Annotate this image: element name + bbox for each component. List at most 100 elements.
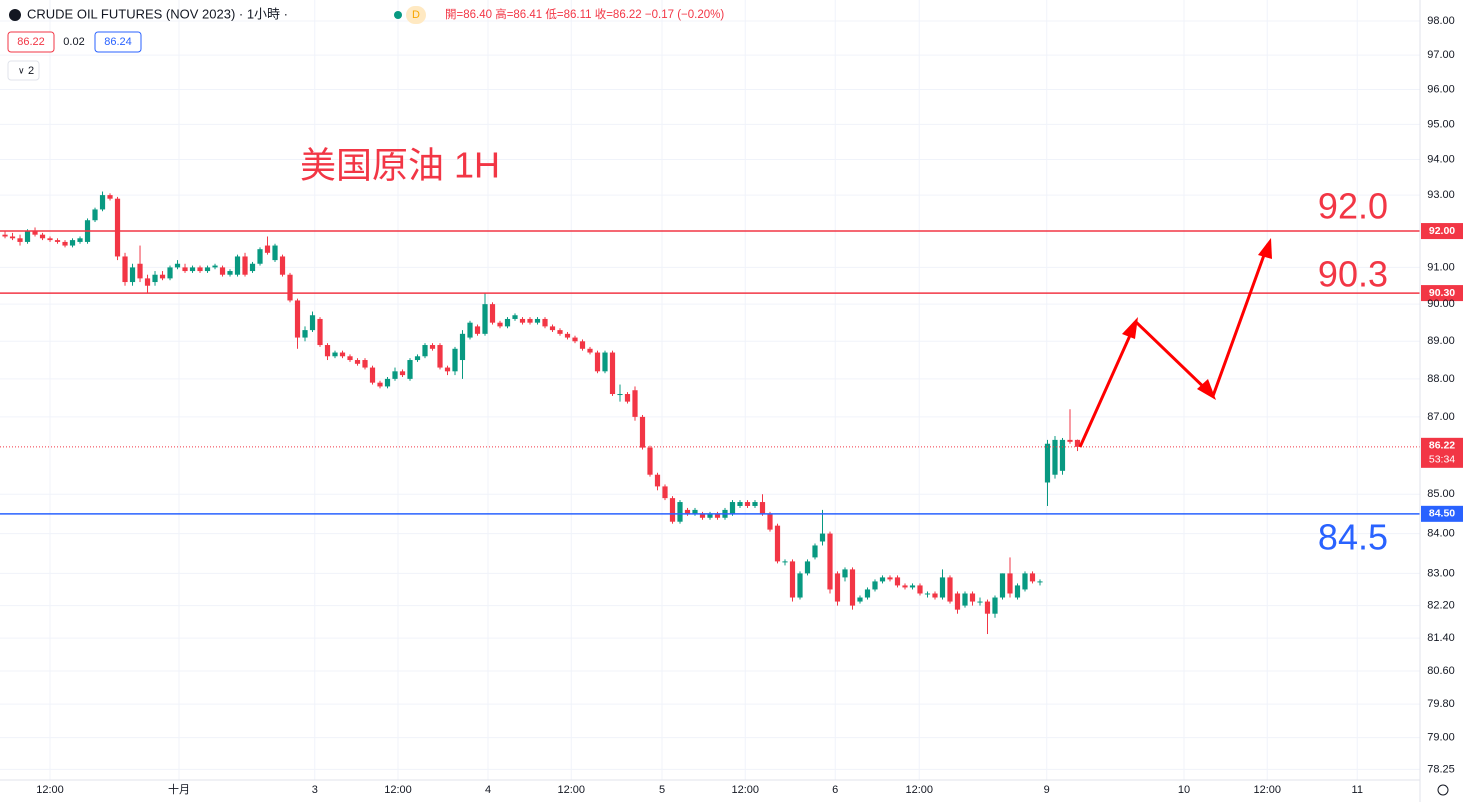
levels: 92.0 92.00 90.3 90.30 84.5 84.50 86.22 53:34 — [0, 186, 1463, 557]
candle-body — [354, 360, 361, 364]
y-tick-label: 87.00 — [1427, 411, 1455, 423]
forecast-arrows — [1078, 238, 1272, 448]
bid-box[interactable] — [7, 31, 55, 53]
candle-body — [947, 577, 953, 602]
candle-body — [1029, 573, 1036, 582]
x-tick-label: 9 — [1044, 784, 1050, 796]
candle-body — [527, 318, 533, 323]
candle-body — [639, 416, 646, 448]
candle-body — [309, 315, 316, 331]
y-tick-label: 85.00 — [1427, 488, 1455, 500]
candle-body — [999, 573, 1006, 598]
candle-body — [429, 345, 436, 349]
ask-box[interactable] — [94, 31, 142, 53]
candle-body — [347, 356, 353, 361]
candle-body — [437, 345, 443, 368]
candle-body — [939, 577, 946, 598]
candle-body — [504, 318, 511, 327]
y-tick-label: 93.00 — [1427, 189, 1455, 201]
level-label: 92.0 — [1318, 186, 1388, 227]
candle-body — [399, 371, 406, 376]
x-tick-label: 12:00 — [1253, 784, 1281, 796]
candle-body — [954, 593, 961, 610]
candle-body — [969, 593, 976, 602]
level-tag: 92.00 — [1429, 225, 1455, 237]
y-tick-label: 90.00 — [1427, 298, 1455, 310]
candle-body — [902, 585, 908, 588]
x-tick-label: 6 — [832, 784, 838, 796]
candle-body — [129, 267, 136, 283]
candle-body — [114, 198, 121, 257]
indicator-toggle[interactable] — [7, 60, 40, 81]
status-dot — [394, 11, 402, 19]
candle-body — [917, 585, 923, 594]
candle-body — [234, 256, 241, 275]
spread: 0.02 — [63, 36, 84, 48]
candle-body — [1037, 581, 1043, 583]
y-tick-label: 88.00 — [1427, 373, 1455, 385]
candle-body — [69, 240, 76, 246]
candle-body — [2, 234, 8, 237]
settings-icon[interactable] — [1437, 784, 1449, 796]
candle-body — [249, 263, 256, 272]
candle-body — [204, 267, 211, 272]
candle-body — [182, 267, 188, 272]
candle-body — [92, 209, 98, 221]
candle-body — [287, 274, 293, 301]
candle-body — [407, 360, 413, 379]
candle-body — [189, 267, 196, 272]
candle-body — [1007, 573, 1013, 594]
chevron: ∨ — [18, 65, 25, 75]
badge: D — [412, 9, 420, 21]
x-tick-label: 12:00 — [731, 784, 759, 796]
arrow-head — [1197, 379, 1216, 400]
candle-body — [924, 593, 931, 595]
bid: 86.22 — [17, 36, 45, 48]
indicator-count: 2 — [28, 65, 34, 77]
candle-body — [272, 245, 278, 261]
candle-body — [257, 249, 263, 264]
candle-body — [99, 195, 106, 210]
candle-body — [197, 267, 203, 272]
candle-body — [1022, 573, 1028, 590]
candle-body — [557, 330, 563, 334]
candle-body — [579, 341, 586, 349]
candle-body — [47, 238, 53, 241]
candle-body — [647, 447, 653, 475]
candles — [2, 191, 1081, 635]
candle-body — [587, 348, 593, 353]
candle-body — [9, 236, 16, 239]
y-tick-label: 97.00 — [1427, 49, 1455, 61]
axes: 98.00 97.00 96.00 95.00 94.00 93.00 91.00 90.00… — [36, 15, 1455, 796]
candle-body — [62, 241, 68, 246]
x-tick-label: 11 — [1352, 784, 1363, 796]
candle-body — [24, 231, 31, 242]
candle-body — [752, 502, 758, 506]
candle-body — [782, 561, 788, 563]
y-tick-label: 91.00 — [1427, 261, 1455, 273]
candle-body — [512, 315, 518, 319]
candle-body — [797, 573, 803, 598]
candle-body — [77, 238, 83, 242]
candle-body — [219, 267, 226, 275]
candle-body — [594, 352, 601, 372]
candle-body — [879, 577, 886, 582]
level-tag-bg — [1421, 223, 1463, 240]
candle-body — [1067, 439, 1073, 442]
candle-body — [1052, 439, 1058, 475]
forecast-path — [1078, 243, 1270, 448]
y-tick-label: 79.80 — [1427, 698, 1455, 710]
y-tick-label: 82.20 — [1427, 600, 1455, 612]
candle-body — [857, 597, 863, 602]
candle-body — [444, 367, 451, 372]
candle-body — [317, 318, 323, 346]
level-label: 84.5 — [1318, 516, 1388, 557]
candle-body — [632, 390, 638, 417]
candle-body — [542, 318, 548, 327]
x-tick-label: 3 — [312, 784, 318, 796]
candle-body — [294, 300, 301, 338]
candle-body — [1059, 439, 1066, 471]
candle-body — [414, 356, 421, 361]
